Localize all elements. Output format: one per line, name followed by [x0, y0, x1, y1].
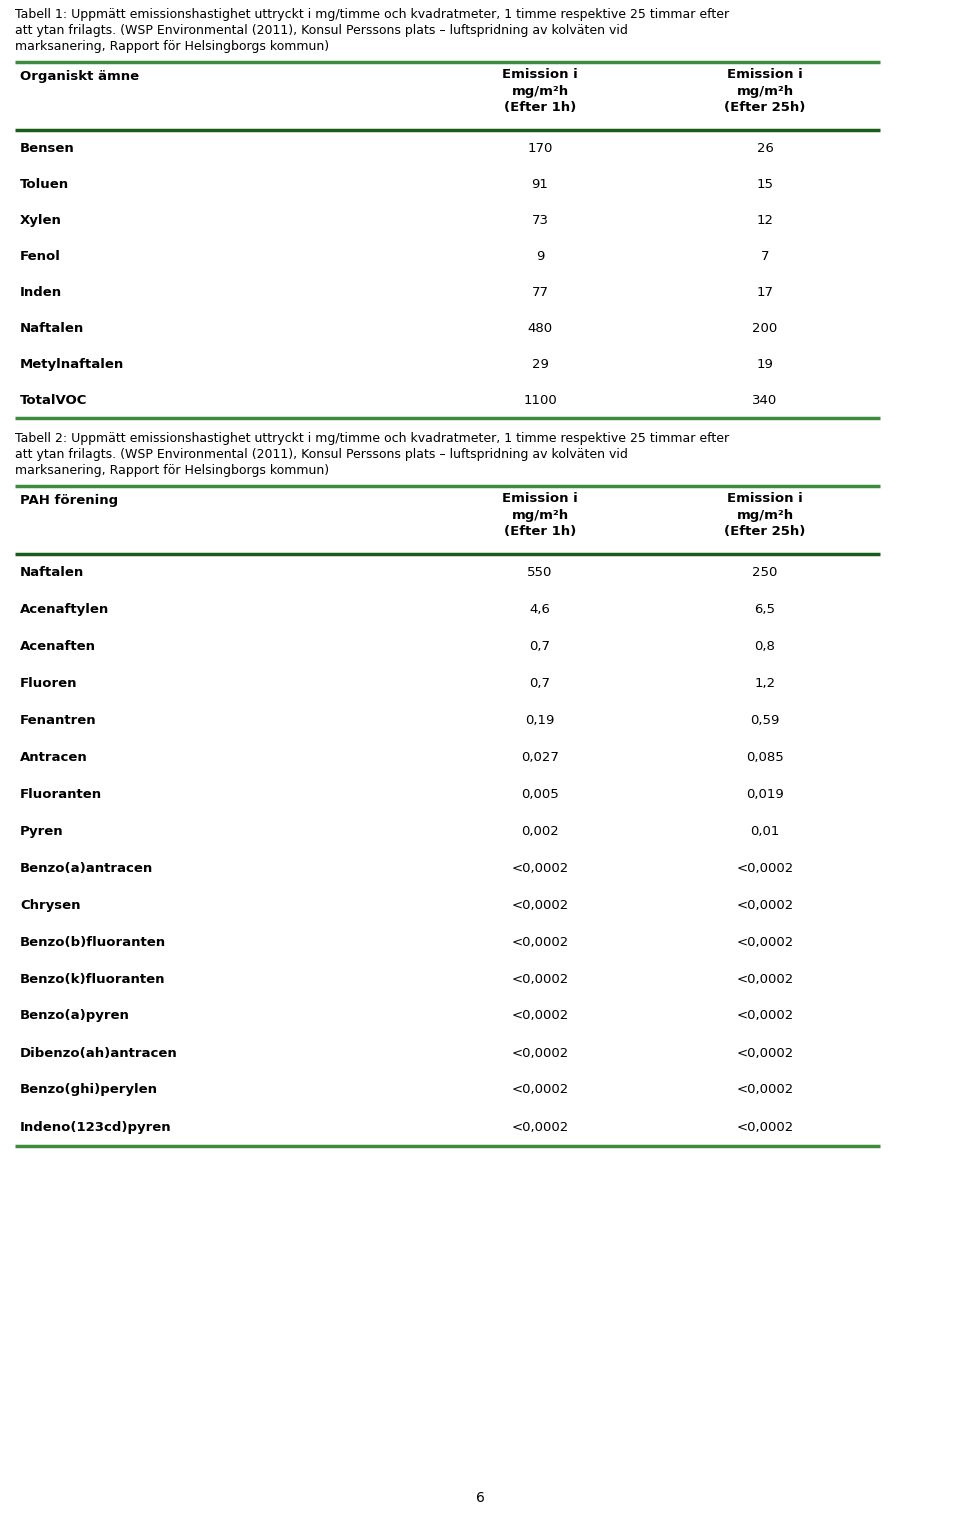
Text: att ytan frilagts. (WSP Environmental (2011), Konsul Perssons plats – luftspridn: att ytan frilagts. (WSP Environmental (2…	[15, 24, 628, 37]
Text: <0,0002: <0,0002	[512, 862, 568, 874]
Text: 0,027: 0,027	[521, 751, 559, 763]
Text: 170: 170	[527, 142, 553, 154]
Text: 0,002: 0,002	[521, 824, 559, 838]
Text: 1100: 1100	[523, 393, 557, 407]
Text: 91: 91	[532, 178, 548, 190]
Text: Dibenzo(ah)antracen: Dibenzo(ah)antracen	[20, 1046, 178, 1060]
Text: TotalVOC: TotalVOC	[20, 393, 87, 407]
Text: 480: 480	[527, 321, 553, 335]
Text: <0,0002: <0,0002	[512, 1046, 568, 1060]
Text: Naftalen: Naftalen	[20, 321, 84, 335]
Text: Emission i
mg/m²h
(Efter 25h): Emission i mg/m²h (Efter 25h)	[724, 492, 805, 538]
Text: 0,7: 0,7	[530, 640, 550, 652]
Text: 7: 7	[760, 250, 769, 262]
Text: Emission i
mg/m²h
(Efter 25h): Emission i mg/m²h (Efter 25h)	[724, 69, 805, 114]
Text: <0,0002: <0,0002	[736, 1046, 794, 1060]
Text: 340: 340	[753, 393, 778, 407]
Text: 4,6: 4,6	[530, 603, 550, 615]
Text: 6,5: 6,5	[755, 603, 776, 615]
Text: Benzo(a)antracen: Benzo(a)antracen	[20, 862, 154, 874]
Text: <0,0002: <0,0002	[736, 1083, 794, 1097]
Text: Acenaften: Acenaften	[20, 640, 96, 652]
Text: 77: 77	[532, 285, 548, 299]
Text: Bensen: Bensen	[20, 142, 75, 154]
Text: Toluen: Toluen	[20, 178, 69, 190]
Text: <0,0002: <0,0002	[512, 1121, 568, 1133]
Text: 17: 17	[756, 285, 774, 299]
Text: 1,2: 1,2	[755, 676, 776, 690]
Text: 0,8: 0,8	[755, 640, 776, 652]
Text: Fluoren: Fluoren	[20, 676, 78, 690]
Text: 0,19: 0,19	[525, 713, 555, 726]
Text: <0,0002: <0,0002	[736, 899, 794, 911]
Text: 0,019: 0,019	[746, 787, 784, 801]
Text: 9: 9	[536, 250, 544, 262]
Text: Antracen: Antracen	[20, 751, 87, 763]
Text: Emission i
mg/m²h
(Efter 1h): Emission i mg/m²h (Efter 1h)	[502, 492, 578, 538]
Text: Chrysen: Chrysen	[20, 899, 81, 911]
Text: 6: 6	[475, 1491, 485, 1505]
Text: <0,0002: <0,0002	[512, 935, 568, 949]
Text: Fenantren: Fenantren	[20, 713, 97, 726]
Text: 200: 200	[753, 321, 778, 335]
Text: Tabell 1: Uppmätt emissionshastighet uttryckt i mg/timme och kvadratmeter, 1 tim: Tabell 1: Uppmätt emissionshastighet utt…	[15, 8, 730, 21]
Text: Naftalen: Naftalen	[20, 565, 84, 579]
Text: <0,0002: <0,0002	[512, 973, 568, 985]
Text: 26: 26	[756, 142, 774, 154]
Text: Tabell 2: Uppmätt emissionshastighet uttryckt i mg/timme och kvadratmeter, 1 tim: Tabell 2: Uppmätt emissionshastighet utt…	[15, 433, 730, 445]
Text: <0,0002: <0,0002	[736, 1010, 794, 1022]
Text: <0,0002: <0,0002	[736, 973, 794, 985]
Text: 15: 15	[756, 178, 774, 190]
Text: Organiskt ämne: Organiskt ämne	[20, 70, 139, 82]
Text: Inden: Inden	[20, 285, 62, 299]
Text: Indeno(123cd)pyren: Indeno(123cd)pyren	[20, 1121, 172, 1133]
Text: Benzo(k)fluoranten: Benzo(k)fluoranten	[20, 973, 165, 985]
Text: marksanering, Rapport för Helsingborgs kommun): marksanering, Rapport för Helsingborgs k…	[15, 40, 329, 53]
Text: 0,085: 0,085	[746, 751, 784, 763]
Text: Xylen: Xylen	[20, 213, 61, 227]
Text: Emission i
mg/m²h
(Efter 1h): Emission i mg/m²h (Efter 1h)	[502, 69, 578, 114]
Text: Metylnaftalen: Metylnaftalen	[20, 358, 124, 370]
Text: 12: 12	[756, 213, 774, 227]
Text: 29: 29	[532, 358, 548, 370]
Text: 0,7: 0,7	[530, 676, 550, 690]
Text: <0,0002: <0,0002	[736, 862, 794, 874]
Text: Benzo(b)fluoranten: Benzo(b)fluoranten	[20, 935, 166, 949]
Text: 250: 250	[753, 565, 778, 579]
Text: Acenaftylen: Acenaftylen	[20, 603, 109, 615]
Text: Benzo(a)pyren: Benzo(a)pyren	[20, 1010, 130, 1022]
Text: 0,005: 0,005	[521, 787, 559, 801]
Text: att ytan frilagts. (WSP Environmental (2011), Konsul Perssons plats – luftspridn: att ytan frilagts. (WSP Environmental (2…	[15, 448, 628, 461]
Text: <0,0002: <0,0002	[512, 1083, 568, 1097]
Text: Fenol: Fenol	[20, 250, 60, 262]
Text: 550: 550	[527, 565, 553, 579]
Text: Fluoranten: Fluoranten	[20, 787, 102, 801]
Text: marksanering, Rapport för Helsingborgs kommun): marksanering, Rapport för Helsingborgs k…	[15, 465, 329, 477]
Text: <0,0002: <0,0002	[736, 935, 794, 949]
Text: Pyren: Pyren	[20, 824, 63, 838]
Text: PAH förening: PAH förening	[20, 493, 118, 507]
Text: <0,0002: <0,0002	[512, 899, 568, 911]
Text: <0,0002: <0,0002	[512, 1010, 568, 1022]
Text: Benzo(ghi)perylen: Benzo(ghi)perylen	[20, 1083, 158, 1097]
Text: <0,0002: <0,0002	[736, 1121, 794, 1133]
Text: 0,59: 0,59	[751, 713, 780, 726]
Text: 19: 19	[756, 358, 774, 370]
Text: 0,01: 0,01	[751, 824, 780, 838]
Text: 73: 73	[532, 213, 548, 227]
